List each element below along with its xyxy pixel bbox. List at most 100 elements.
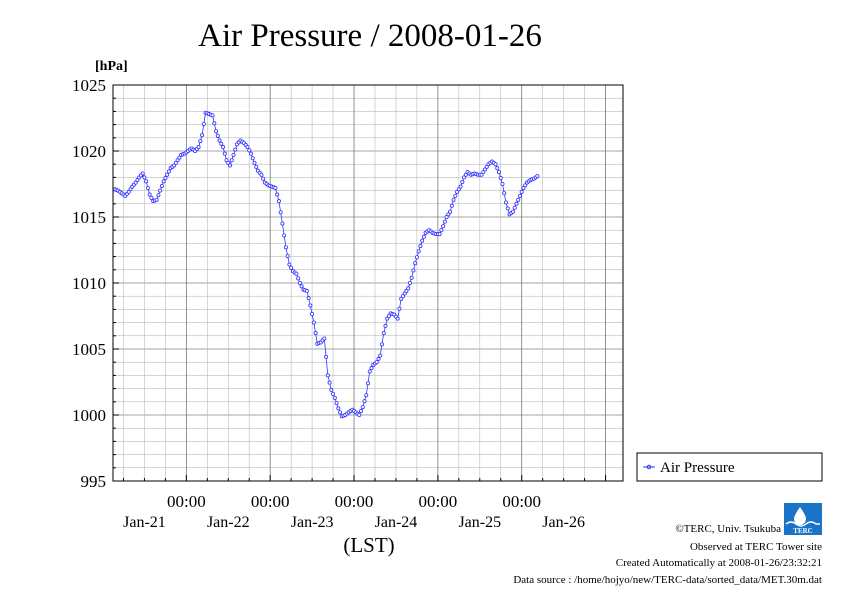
data-point xyxy=(282,233,287,238)
data-point xyxy=(411,268,416,273)
data-point xyxy=(400,294,405,299)
data-point xyxy=(523,183,528,188)
data-point xyxy=(374,360,379,365)
y-tick-label: 1020 xyxy=(72,142,106,161)
legend-box xyxy=(636,452,823,482)
data-point xyxy=(495,166,500,171)
data-point xyxy=(166,169,171,174)
data-point xyxy=(336,406,341,411)
data-point xyxy=(462,175,467,180)
data-point xyxy=(418,244,423,249)
data-point xyxy=(231,152,236,157)
data-point xyxy=(514,201,519,206)
data-point xyxy=(446,212,451,217)
data-point xyxy=(310,312,315,317)
data-point xyxy=(154,197,159,202)
data-point xyxy=(399,296,404,301)
data-point xyxy=(294,271,299,276)
data-point xyxy=(442,219,447,224)
data-point xyxy=(161,179,166,184)
data-point xyxy=(128,187,133,192)
y-axis-unit: [hPa] xyxy=(95,59,128,74)
data-point xyxy=(196,145,201,150)
data-point xyxy=(498,176,503,181)
data-point xyxy=(500,181,505,186)
data-point xyxy=(147,192,152,197)
data-point xyxy=(338,410,343,415)
data-point xyxy=(219,141,224,146)
data-point xyxy=(510,209,515,214)
data-point xyxy=(484,164,489,169)
data-point xyxy=(135,178,140,183)
data-point xyxy=(395,316,400,321)
legend-label: Air Pressure xyxy=(660,460,735,476)
data-point xyxy=(493,162,498,167)
data-point xyxy=(420,238,425,243)
data-point xyxy=(229,158,234,163)
data-point xyxy=(259,172,264,177)
terc-logo: TERC xyxy=(784,503,822,535)
data-point xyxy=(201,121,206,126)
plot-frame xyxy=(112,84,624,482)
data-point xyxy=(409,275,414,280)
data-point xyxy=(502,191,507,196)
data-point xyxy=(483,167,488,172)
data-point xyxy=(287,262,292,267)
data-point xyxy=(376,356,381,361)
data-point xyxy=(173,160,178,165)
data-point xyxy=(299,284,304,289)
data-point xyxy=(331,391,336,396)
x-date-label: Jan-24 xyxy=(375,514,418,531)
x-date-label: Jan-25 xyxy=(458,514,501,531)
data-point xyxy=(455,189,460,194)
series-air-pressure xyxy=(112,110,540,419)
legend: Air Pressure xyxy=(636,452,823,482)
chart-title: Air Pressure / 2008-01-26 xyxy=(198,18,542,54)
data-point xyxy=(359,409,364,414)
data-point xyxy=(453,193,458,198)
data-point xyxy=(228,163,233,168)
data-point xyxy=(517,193,522,198)
data-point xyxy=(357,412,362,417)
data-point xyxy=(142,175,147,180)
x-date-label: Jan-26 xyxy=(542,514,585,531)
data-point xyxy=(126,189,131,194)
data-point xyxy=(285,253,290,258)
data-point xyxy=(214,129,219,134)
data-point xyxy=(449,203,454,208)
y-tick-label: 1005 xyxy=(72,340,106,359)
data-point xyxy=(385,316,390,321)
data-point xyxy=(460,180,465,185)
data-point xyxy=(198,139,203,144)
data-point xyxy=(248,151,253,156)
data-point xyxy=(306,296,311,301)
x-axis-label: (LST) xyxy=(343,533,394,557)
data-point xyxy=(329,387,334,392)
data-point xyxy=(313,331,318,336)
data-point xyxy=(402,291,407,296)
data-point xyxy=(416,249,421,254)
data-point xyxy=(481,170,486,175)
data-point xyxy=(163,176,168,181)
data-point xyxy=(516,197,521,202)
data-point xyxy=(324,354,329,359)
y-tick-label: 1015 xyxy=(72,208,106,227)
data-point xyxy=(383,323,388,328)
data-point xyxy=(289,265,294,270)
logo-text: TERC xyxy=(793,527,812,535)
x-time-label: 00:00 xyxy=(251,492,290,511)
data-point xyxy=(327,380,332,385)
data-point xyxy=(379,342,384,347)
data-point xyxy=(421,234,426,239)
x-date-label: Jan-23 xyxy=(291,514,334,531)
data-point xyxy=(437,232,442,237)
data-point xyxy=(444,214,449,219)
data-point xyxy=(297,280,302,285)
data-point xyxy=(503,200,508,205)
data-point xyxy=(145,185,150,190)
data-point xyxy=(414,255,419,260)
data-point xyxy=(413,261,418,266)
data-point xyxy=(451,197,456,202)
data-point xyxy=(217,138,222,143)
